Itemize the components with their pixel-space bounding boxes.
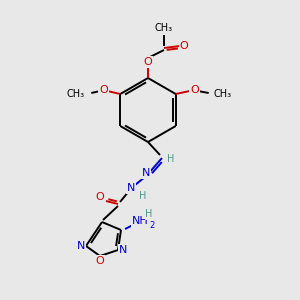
Text: NH: NH bbox=[132, 216, 148, 226]
Text: H: H bbox=[139, 191, 147, 201]
Text: O: O bbox=[180, 41, 188, 51]
Text: O: O bbox=[190, 85, 199, 95]
Text: CH₃: CH₃ bbox=[155, 23, 173, 33]
Text: H: H bbox=[167, 154, 175, 164]
Text: N: N bbox=[127, 183, 135, 193]
Text: 2: 2 bbox=[149, 221, 154, 230]
Text: O: O bbox=[96, 256, 104, 266]
Text: N: N bbox=[142, 168, 150, 178]
Text: O: O bbox=[96, 192, 104, 202]
Text: H: H bbox=[145, 209, 153, 219]
Text: O: O bbox=[99, 85, 108, 95]
Text: CH₃: CH₃ bbox=[214, 89, 232, 99]
Text: N: N bbox=[119, 245, 127, 255]
Text: O: O bbox=[144, 57, 152, 67]
Text: N: N bbox=[77, 241, 85, 251]
Text: CH₃: CH₃ bbox=[66, 89, 84, 99]
